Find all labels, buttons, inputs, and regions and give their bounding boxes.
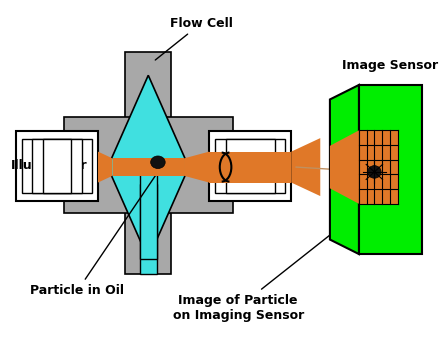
Text: Image Sensor: Image Sensor: [342, 59, 438, 72]
Bar: [43, 139, 71, 193]
Polygon shape: [330, 131, 359, 204]
Bar: [209, 131, 291, 201]
Bar: [139, 169, 157, 259]
Bar: [64, 117, 233, 214]
Bar: [139, 184, 157, 274]
Bar: [215, 139, 286, 193]
Text: Particle in Oil: Particle in Oil: [30, 174, 156, 297]
Bar: [209, 152, 291, 182]
Text: Illuminator: Illuminator: [11, 159, 88, 172]
Text: Lens: Lens: [230, 159, 263, 172]
Polygon shape: [330, 85, 359, 254]
Ellipse shape: [151, 156, 165, 168]
Polygon shape: [98, 152, 113, 182]
Bar: [359, 85, 422, 254]
Text: Flow Cell: Flow Cell: [155, 17, 233, 60]
Polygon shape: [291, 138, 320, 196]
Text: Image of Particle
on Imaging Sensor: Image of Particle on Imaging Sensor: [173, 198, 377, 322]
Polygon shape: [108, 75, 189, 259]
Ellipse shape: [367, 166, 381, 178]
Bar: [125, 52, 172, 274]
Bar: [22, 139, 92, 193]
Bar: [359, 131, 397, 204]
Polygon shape: [184, 152, 209, 182]
Bar: [16, 131, 98, 201]
Bar: [226, 139, 275, 193]
Bar: [113, 158, 184, 176]
Bar: [32, 139, 82, 193]
